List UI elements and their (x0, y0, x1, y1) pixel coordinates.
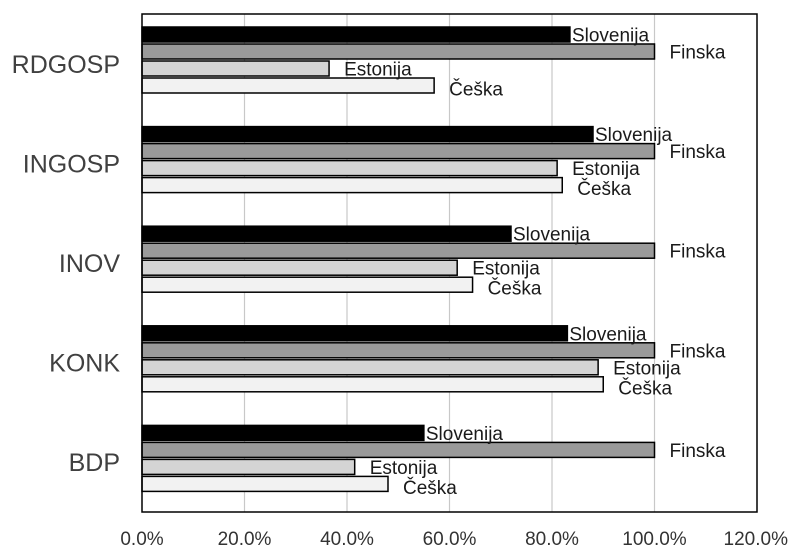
bar-inov-2 (141, 259, 458, 276)
data-label-bdp-0: Slovenija (426, 424, 504, 445)
bar-ingosp-3 (141, 176, 563, 194)
value-axis-tick-labels: 0.0% 20.0% 40.0% 60.0% 80.0% 100.0% 120.0% (120, 529, 788, 550)
data-label-konk-1: Finska (670, 341, 726, 362)
category-label-ingosp: INGOSP (23, 150, 120, 178)
data-label-inov-1: Finska (670, 242, 726, 263)
bar-data-labels: SlovenijaFinskaEstonijaČeškaSlovenijaFin… (344, 26, 726, 499)
data-label-konk-2: Estonija (613, 358, 681, 379)
x-tick-label-3: 60.0% (423, 529, 477, 550)
data-label-ingosp-2: Estonija (572, 159, 640, 180)
bar-inov-3 (141, 276, 474, 293)
data-label-rdgosp-2: Estonija (344, 60, 412, 81)
data-label-ingosp-0: Slovenija (595, 125, 673, 146)
x-tick-label-2: 40.0% (320, 529, 374, 550)
data-label-inov-3: Češka (488, 278, 542, 300)
category-label-konk: KONK (49, 350, 120, 378)
bar-ingosp-1 (141, 142, 656, 160)
category-label-rdgosp: RDGOSP (12, 51, 120, 79)
bar-ingosp-2 (141, 159, 558, 177)
bar-inov-0 (141, 225, 512, 242)
data-label-rdgosp-3: Češka (449, 79, 503, 101)
x-tick-label-5: 100.0% (622, 529, 687, 550)
bar-rdgosp-0 (141, 26, 571, 43)
bar-konk-0 (141, 325, 569, 342)
bar-konk-2 (141, 359, 599, 376)
x-tick-label-4: 80.0% (525, 529, 579, 550)
data-label-ingosp-1: Finska (670, 142, 726, 163)
bar-bdp-1 (141, 441, 656, 459)
data-label-konk-3: Češka (618, 377, 672, 399)
data-label-inov-0: Slovenija (513, 225, 591, 246)
bar-ingosp-0 (141, 125, 594, 143)
x-tick-label-1: 20.0% (218, 529, 272, 550)
bar-rdgosp-2 (141, 60, 330, 77)
plot-area-frame (141, 13, 758, 513)
category-label-inov: INOV (59, 250, 120, 278)
data-label-ingosp-3: Češka (577, 178, 631, 200)
data-label-rdgosp-1: Finska (670, 43, 726, 64)
x-tick-label-0: 0.0% (120, 529, 163, 550)
data-label-inov-2: Estonija (472, 259, 540, 280)
data-label-bdp-1: Finska (670, 441, 726, 462)
bar-konk-3 (141, 376, 604, 393)
bar-bdp-0 (141, 424, 425, 442)
x-tick-label-6: 120.0% (724, 529, 789, 550)
data-label-rdgosp-0: Slovenija (572, 26, 650, 47)
bar-series (141, 26, 656, 493)
data-label-bdp-3: Češka (403, 477, 457, 499)
category-axis-labels: RDGOSP INGOSP INOV KONK BDP (12, 51, 121, 477)
data-label-bdp-2: Estonija (370, 458, 438, 479)
bar-bdp-3 (141, 475, 389, 493)
category-label-bdp: BDP (69, 449, 120, 477)
bar-bdp-2 (141, 458, 356, 476)
data-label-konk-0: Slovenija (569, 324, 647, 345)
